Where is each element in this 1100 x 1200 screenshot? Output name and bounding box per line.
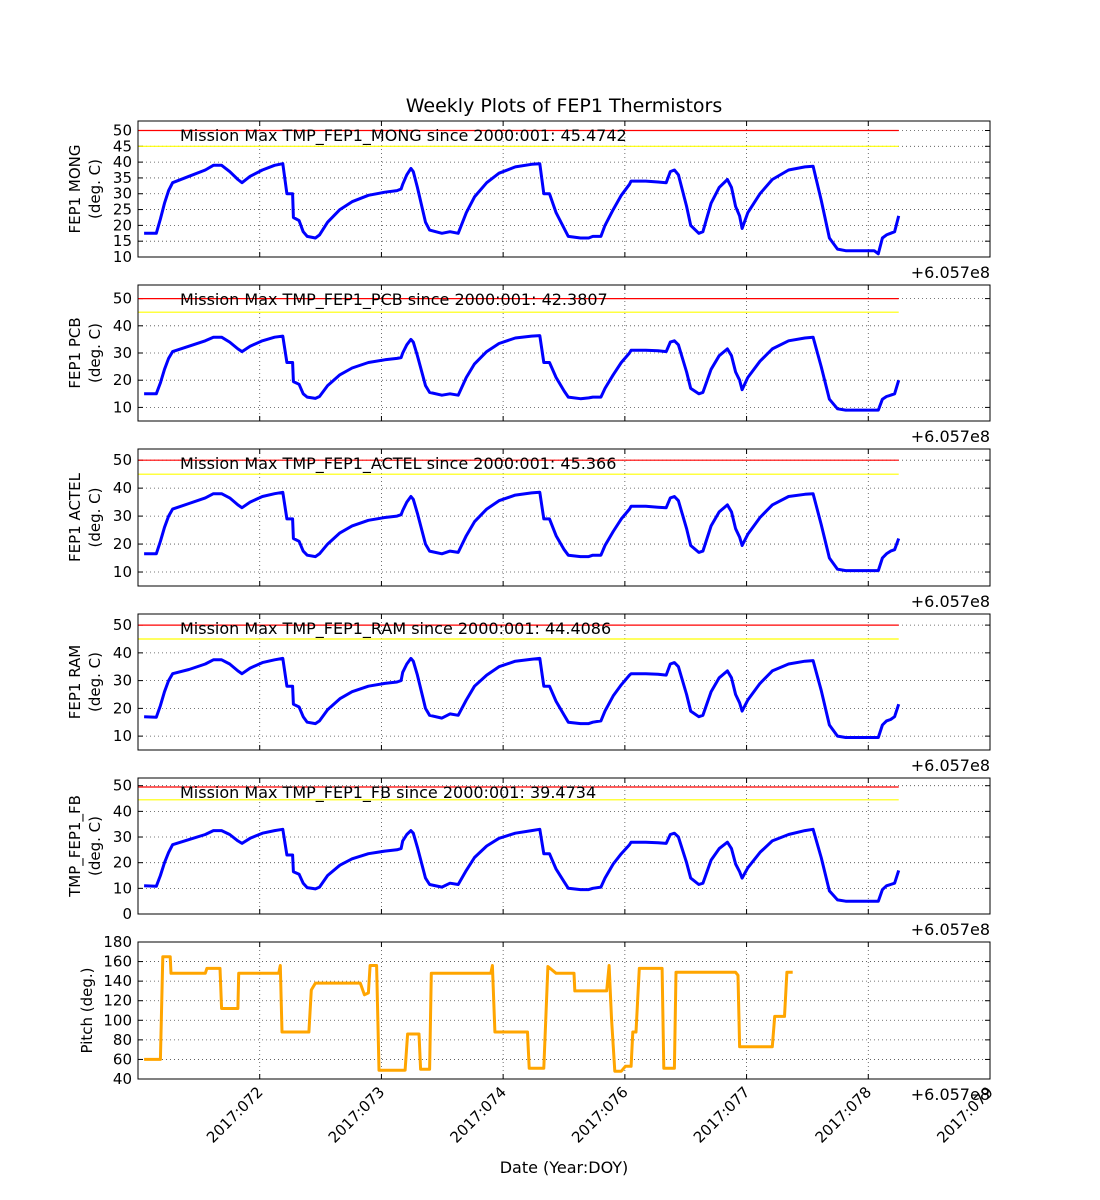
y-axis-label: TMP_FEP1_FB [66, 795, 85, 898]
y-tick-label: 10 [113, 727, 132, 745]
x-tick-label: 2017:074 [446, 1083, 510, 1147]
y-tick-label: 50 [113, 451, 132, 469]
mission-max-annotation: Mission Max TMP_FEP1_ACTEL since 2000:00… [180, 454, 616, 474]
series-line [144, 162, 901, 256]
panel-4: 10 20 30 40 50 Mission Max TMP_FEP1_RAM since… [66, 613, 991, 775]
y-axis-label: FEP1 PCB [66, 317, 84, 388]
mission-max-annotation: Mission Max TMP_FEP1_MONG since 2000:001… [180, 126, 627, 146]
y-tick-label: 10 [113, 879, 132, 897]
mission-max-annotation: Mission Max TMP_FEP1_PCB since 2000:001:… [180, 290, 608, 310]
y-tick-label: 10 [113, 563, 132, 581]
y-axis-label: Pitch (deg.) [78, 967, 96, 1053]
y-axis-label: FEP1 RAM [66, 645, 84, 719]
axes-frame [137, 777, 991, 915]
y-tick-label: 40 [113, 479, 132, 497]
y-tick-label: 50 [113, 121, 132, 139]
y-axis-unit: (deg. C) [86, 159, 104, 219]
y-tick-label: 10 [113, 398, 132, 416]
y-tick-label: 180 [103, 933, 132, 951]
axes-frame [137, 448, 991, 587]
series-line [144, 827, 901, 903]
x-tick-label: 2017:072 [203, 1083, 267, 1147]
x-offset-label: +6.057e8 [911, 592, 990, 611]
y-tick-label: 10 [113, 248, 132, 266]
y-tick-label: 0 [122, 905, 132, 923]
panel-3: 10 20 30 40 50 Mission Max TMP_FEP1_ACTEL sin… [66, 448, 991, 611]
y-tick-label: 20 [113, 535, 132, 553]
x-tick-label: 2017:077 [690, 1083, 754, 1147]
y-tick-label: 40 [113, 802, 132, 820]
axes-frame [137, 284, 991, 422]
x-offset-label: +6.057e8 [911, 263, 990, 282]
axes-frame [137, 941, 991, 1080]
y-tick-label: 40 [113, 317, 132, 335]
y-tick-label: 20 [113, 371, 132, 389]
series-line [144, 334, 901, 412]
y-tick-label: 60 [113, 1050, 132, 1068]
y-tick-label: 80 [113, 1031, 132, 1049]
y-tick-label: 30 [113, 344, 132, 362]
y-axis-unit: (deg. C) [86, 323, 104, 383]
chart-title: Weekly Plots of FEP1 Thermistors [406, 95, 723, 117]
x-offset-label: +6.057e8 [911, 756, 990, 775]
x-offset-label: +6.057e8 [911, 920, 990, 939]
y-tick-label: 40 [113, 153, 132, 171]
y-tick-label: 120 [103, 992, 132, 1010]
y-tick-label: 50 [113, 777, 132, 795]
x-tick-label: 2017:073 [325, 1083, 389, 1147]
series-line [144, 955, 793, 1073]
y-tick-label: 40 [113, 644, 132, 662]
x-tick-label: 2017:078 [812, 1083, 876, 1147]
y-tick-label: 20 [113, 699, 132, 717]
series-line [144, 656, 901, 739]
y-tick-label: 45 [113, 137, 132, 155]
y-tick-label: 30 [113, 828, 132, 846]
axes-frame [137, 120, 991, 258]
x-offset-label: +6.057e8 [911, 1085, 990, 1104]
series-line [144, 490, 901, 573]
y-tick-label: 15 [113, 232, 132, 250]
panel-2: 10 20 30 40 50 Mission Max TMP_FEP1_PCB since… [66, 284, 991, 446]
y-axis-unit: (deg. C) [86, 488, 104, 548]
y-tick-label: 100 [103, 1011, 132, 1029]
mission-max-annotation: Mission Max TMP_FEP1_FB since 2000:001: … [180, 783, 596, 803]
y-axis-unit: (deg. C) [86, 816, 104, 876]
y-tick-label: 30 [113, 672, 132, 690]
y-tick-label: 160 [103, 953, 132, 971]
y-tick-label: 20 [113, 216, 132, 234]
x-tick-label: 2017:076 [568, 1083, 632, 1147]
y-tick-label: 50 [113, 616, 132, 634]
y-tick-label: 40 [113, 1070, 132, 1088]
y-axis-label: FEP1 MONG [66, 144, 84, 233]
y-tick-label: 20 [113, 854, 132, 872]
y-tick-label: 30 [113, 507, 132, 525]
panel-5: 0 10 20 30 40 50 Mission Max TMP_FEP1_FB since… [66, 777, 991, 939]
y-tick-label: 30 [113, 185, 132, 203]
y-tick-label: 50 [113, 290, 132, 308]
x-axis-label: Date (Year:DOY) [500, 1158, 629, 1177]
y-tick-label: 25 [113, 201, 132, 219]
y-tick-label: 140 [103, 972, 132, 990]
y-axis-label: FEP1 ACTEL [66, 472, 84, 562]
x-offset-label: +6.057e8 [911, 427, 990, 446]
mission-max-annotation: Mission Max TMP_FEP1_RAM since 2000:001:… [180, 619, 611, 639]
y-axis-unit: (deg. C) [86, 652, 104, 712]
axes-frame [137, 613, 991, 751]
y-tick-label: 35 [113, 169, 132, 187]
